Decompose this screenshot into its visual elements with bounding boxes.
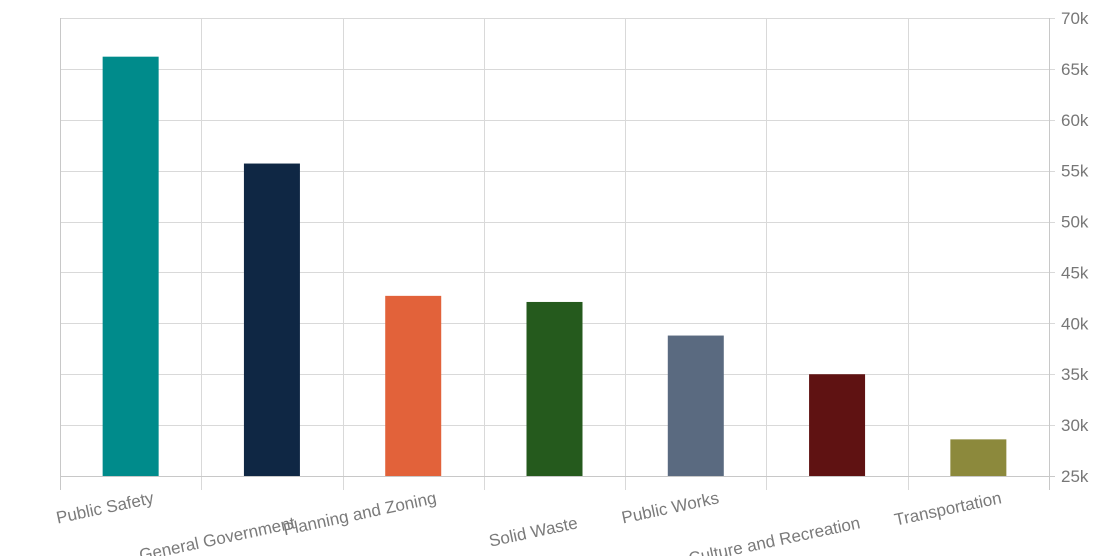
y-tick-label: 60k: [1061, 111, 1089, 130]
y-tick-label: 65k: [1061, 60, 1089, 79]
x-tick-label: General Government: [138, 513, 297, 556]
bar[interactable]: [950, 439, 1007, 476]
y-tick-label: 45k: [1061, 263, 1089, 282]
x-tick-label: Planning and Zoning: [282, 488, 439, 539]
y-tick-label: 25k: [1061, 467, 1089, 486]
bar[interactable]: [385, 295, 442, 476]
bars: [102, 56, 1007, 476]
gridlines: [60, 18, 1055, 490]
x-tick-label: Public Safety: [54, 488, 155, 527]
bar[interactable]: [809, 374, 866, 476]
bar[interactable]: [243, 163, 300, 476]
y-tick-label: 30k: [1061, 416, 1089, 435]
bar[interactable]: [667, 335, 724, 476]
x-tick-label: Public Works: [620, 488, 721, 527]
y-axis-tick-labels: 25k 30k 35k 40k 45k 50k 55k 60k 65k 70k: [1061, 9, 1089, 486]
x-tick-label: Solid Waste: [487, 513, 579, 550]
x-tick-label: Culture and Recreation: [687, 513, 862, 556]
bar[interactable]: [102, 56, 159, 476]
y-tick-label: 55k: [1061, 162, 1089, 181]
y-tick-label: 50k: [1061, 213, 1089, 232]
y-tick-label: 70k: [1061, 9, 1089, 28]
bar[interactable]: [526, 301, 583, 476]
y-tick-label: 35k: [1061, 365, 1089, 384]
x-tick-label: Transportation: [893, 488, 1004, 529]
y-tick-label: 40k: [1061, 314, 1089, 333]
